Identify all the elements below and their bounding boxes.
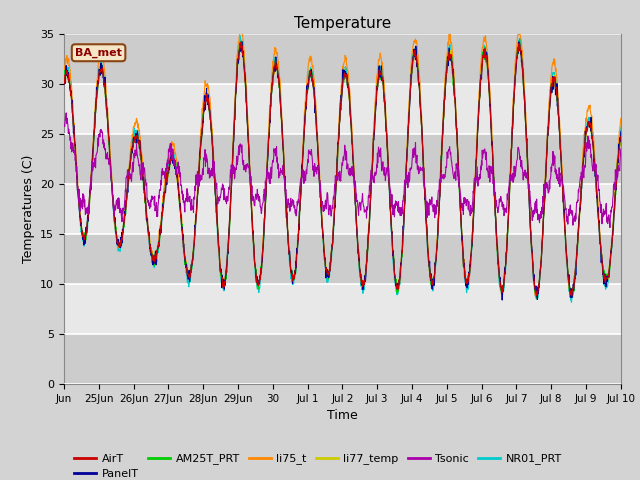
- NR01_PRT: [556, 123, 563, 129]
- li75_t: [474, 115, 482, 121]
- AM25T_PRT: [611, 209, 618, 215]
- Line: AirT: AirT: [64, 42, 621, 296]
- PanelT: [617, 129, 625, 135]
- Line: AM25T_PRT: AM25T_PRT: [64, 39, 621, 299]
- NR01_PRT: [328, 249, 336, 254]
- Line: NR01_PRT: NR01_PRT: [64, 36, 621, 302]
- li75_t: [328, 246, 336, 252]
- li75_t: [60, 67, 68, 72]
- Tsonic: [617, 146, 625, 152]
- Tsonic: [60, 121, 68, 127]
- li77_temp: [617, 132, 625, 138]
- Bar: [64, 184, 621, 234]
- NR01_PRT: [236, 33, 244, 38]
- NR01_PRT: [617, 124, 625, 130]
- Line: PanelT: PanelT: [64, 42, 621, 300]
- Bar: [64, 284, 621, 334]
- Tsonic: [474, 183, 482, 189]
- Bar: [64, 234, 621, 284]
- li75_t: [236, 25, 244, 31]
- li77_temp: [147, 248, 155, 254]
- Y-axis label: Temperatures (C): Temperatures (C): [22, 155, 35, 263]
- AM25T_PRT: [328, 248, 335, 253]
- Title: Temperature: Temperature: [294, 16, 391, 31]
- AirT: [556, 129, 563, 134]
- Bar: [64, 334, 621, 384]
- li77_temp: [317, 209, 325, 215]
- Tsonic: [148, 198, 156, 204]
- li75_t: [317, 208, 325, 214]
- PanelT: [556, 135, 564, 141]
- li77_temp: [474, 128, 481, 134]
- Legend: AirT, PanelT, AM25T_PRT, li75_t, li77_temp, Tsonic, NR01_PRT: AirT, PanelT, AM25T_PRT, li75_t, li77_te…: [70, 449, 566, 480]
- Line: li75_t: li75_t: [64, 28, 621, 297]
- Text: BA_met: BA_met: [75, 48, 122, 58]
- AirT: [317, 212, 325, 217]
- Tsonic: [317, 199, 325, 205]
- PanelT: [317, 214, 325, 220]
- Line: Tsonic: Tsonic: [64, 113, 621, 228]
- NR01_PRT: [147, 251, 155, 256]
- PanelT: [611, 209, 618, 215]
- li75_t: [568, 294, 575, 300]
- li77_temp: [532, 292, 540, 298]
- PanelT: [60, 80, 68, 85]
- li75_t: [147, 249, 155, 255]
- li77_temp: [611, 208, 618, 214]
- li75_t: [611, 203, 618, 209]
- AM25T_PRT: [516, 36, 524, 42]
- NR01_PRT: [611, 206, 618, 212]
- NR01_PRT: [474, 119, 482, 125]
- Bar: [64, 34, 621, 84]
- li77_temp: [515, 40, 523, 46]
- AM25T_PRT: [556, 135, 564, 141]
- AirT: [611, 206, 618, 212]
- Line: li77_temp: li77_temp: [64, 43, 621, 295]
- AirT: [328, 242, 336, 248]
- Tsonic: [556, 178, 563, 183]
- Tsonic: [328, 204, 336, 210]
- AM25T_PRT: [147, 245, 155, 251]
- NR01_PRT: [60, 77, 68, 83]
- NR01_PRT: [568, 300, 575, 305]
- li77_temp: [556, 130, 564, 135]
- AM25T_PRT: [317, 204, 325, 209]
- Bar: [64, 84, 621, 134]
- AirT: [60, 81, 68, 87]
- li75_t: [556, 116, 563, 121]
- NR01_PRT: [317, 213, 325, 219]
- AM25T_PRT: [474, 129, 481, 135]
- Tsonic: [611, 180, 618, 185]
- AirT: [568, 293, 575, 299]
- Bar: [64, 134, 621, 184]
- Tsonic: [606, 225, 614, 230]
- li75_t: [617, 116, 625, 121]
- AirT: [147, 251, 155, 256]
- AM25T_PRT: [533, 296, 541, 301]
- AM25T_PRT: [60, 81, 68, 86]
- AM25T_PRT: [617, 133, 625, 139]
- li77_temp: [328, 250, 335, 255]
- li77_temp: [60, 81, 68, 87]
- AirT: [474, 121, 482, 127]
- PanelT: [238, 39, 246, 45]
- AirT: [237, 39, 245, 45]
- PanelT: [499, 297, 506, 303]
- AirT: [617, 134, 625, 140]
- X-axis label: Time: Time: [327, 409, 358, 422]
- PanelT: [474, 126, 482, 132]
- PanelT: [147, 252, 155, 258]
- PanelT: [328, 245, 336, 251]
- Tsonic: [62, 110, 70, 116]
